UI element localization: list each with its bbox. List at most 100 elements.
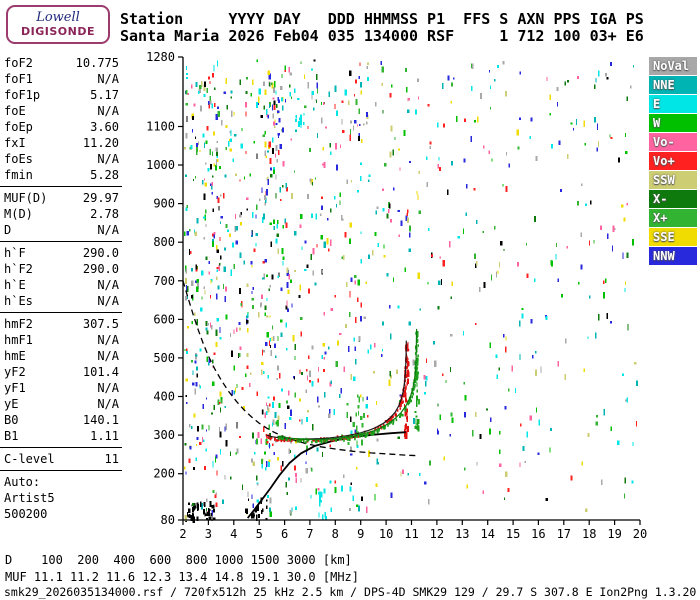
echo-color-legend: NoVal NNE E W Vo- Vo+ SSW X- X+ SSE NNW [649, 57, 697, 266]
param-value: 5.17 [90, 88, 119, 102]
param-label: hmF2 [4, 317, 33, 331]
header-column-titles: Station YYYY DAY DDD HHMMSS P1 FFS S AXN… [120, 10, 644, 28]
param-value: 29.97 [82, 191, 119, 205]
svg-text:10: 10 [379, 527, 393, 541]
svg-text:4: 4 [230, 527, 237, 541]
lowell-digisonde-logo: Lowell DIGISONDE [6, 5, 110, 44]
svg-text:2: 2 [179, 527, 186, 541]
param-label: Artist5 [4, 491, 55, 505]
legend-item-vo-: Vo- [649, 133, 697, 151]
legend-item-w: W [649, 114, 697, 132]
panel-separator [0, 470, 122, 471]
svg-text:12: 12 [430, 527, 444, 541]
param-row-fmin: fmin 5.28 [0, 167, 122, 183]
param-row-clevel: C-level 11 [0, 451, 122, 467]
param-row-md: M(D) 2.78 [0, 206, 122, 222]
svg-text:300: 300 [153, 428, 175, 442]
svg-text:500: 500 [153, 351, 175, 365]
param-value: N/A [97, 294, 119, 308]
panel-separator [0, 186, 122, 187]
param-label: Auto: [4, 475, 41, 489]
param-row-he: h`E N/A [0, 277, 122, 293]
param-row-yf2: yF2 101.4 [0, 364, 122, 380]
param-value: 11 [104, 452, 119, 466]
param-label: h`Es [4, 294, 33, 308]
param-value: N/A [97, 278, 119, 292]
param-row-foep: foEp 3.60 [0, 119, 122, 135]
legend-item-ssw: SSW [649, 171, 697, 189]
param-label: foF1 [4, 72, 33, 86]
param-row-yf1: yF1 N/A [0, 380, 122, 396]
param-label: yF2 [4, 365, 26, 379]
panel-separator [0, 312, 122, 313]
param-row-hmf2: hmF2 307.5 [0, 316, 122, 332]
svg-text:6: 6 [281, 527, 288, 541]
param-label: yE [4, 397, 19, 411]
param-row-fxi: fxI 11.20 [0, 135, 122, 151]
param-value: 307.5 [82, 317, 119, 331]
svg-text:16: 16 [531, 527, 545, 541]
svg-text:20: 20 [633, 527, 647, 541]
param-label: C-level [4, 452, 55, 466]
legend-item-noval: NoVal [649, 57, 697, 75]
param-value: 10.775 [75, 56, 119, 70]
param-label: yF1 [4, 381, 26, 395]
param-value: N/A [97, 349, 119, 363]
svg-text:700: 700 [153, 274, 175, 288]
svg-text:7: 7 [306, 527, 313, 541]
logo-lowell-text: Lowell [36, 10, 80, 25]
param-row-hme: hmE N/A [0, 348, 122, 364]
param-value: N/A [97, 223, 119, 237]
param-label: D [4, 223, 12, 237]
x-trace-fit-line [277, 328, 418, 441]
muf-distance-table: D 100 200 400 600 800 1000 1500 3000 [km… [5, 552, 359, 585]
svg-text:18: 18 [582, 527, 596, 541]
param-label: h`E [4, 278, 26, 292]
electron-density-profile [246, 431, 406, 519]
svg-text:8: 8 [332, 527, 339, 541]
param-value: 101.4 [82, 365, 119, 379]
header-station-values: Santa Maria 2026 Feb04 035 134000 RSF 1 … [120, 27, 644, 45]
param-row-500200: 500200 [0, 506, 122, 522]
svg-text:9: 9 [357, 527, 364, 541]
panel-separator [0, 447, 122, 448]
svg-text:14: 14 [480, 527, 494, 541]
param-value: 3.60 [90, 120, 119, 134]
param-label: hmF1 [4, 333, 33, 347]
panel-separator [0, 241, 122, 242]
muf-transmission-curve [182, 280, 417, 457]
legend-item-e: E [649, 95, 697, 113]
param-row-auto: Auto: [0, 474, 122, 490]
param-row-hf2: h`F2 290.0 [0, 261, 122, 277]
param-label: foEs [4, 152, 33, 166]
param-value: N/A [97, 72, 119, 86]
param-row-b1: B1 1.11 [0, 428, 122, 444]
param-row-ye: yE N/A [0, 396, 122, 412]
param-row-hes: h`Es N/A [0, 293, 122, 309]
noise-layer [184, 59, 638, 523]
svg-text:1280: 1280 [146, 50, 175, 64]
svg-text:11: 11 [404, 527, 418, 541]
svg-text:80: 80 [161, 513, 175, 527]
param-value: 290.0 [82, 262, 119, 276]
axes-layer: 1280 1100 1000 900 800 700 600 500 400 300 200 80 2 3… [146, 50, 647, 541]
svg-text:15: 15 [506, 527, 520, 541]
status-bar: smk29_2026035134000.rsf / 720fx512h 25 k… [4, 585, 697, 599]
param-row-d: D N/A [0, 222, 122, 238]
param-label: foF1p [4, 88, 41, 102]
svg-text:900: 900 [153, 197, 175, 211]
param-label: B1 [4, 429, 19, 443]
param-value: 290.0 [82, 246, 119, 260]
svg-text:1100: 1100 [146, 119, 175, 133]
param-label: foF2 [4, 56, 33, 70]
legend-item-x-: X- [649, 190, 697, 208]
svg-text:19: 19 [607, 527, 621, 541]
trace-layer [265, 328, 419, 444]
param-value: 2.78 [90, 207, 119, 221]
svg-text:1000: 1000 [146, 158, 175, 172]
param-label: fmin [4, 168, 33, 182]
param-value: N/A [97, 152, 119, 166]
svg-text:800: 800 [153, 235, 175, 249]
svg-text:400: 400 [153, 390, 175, 404]
